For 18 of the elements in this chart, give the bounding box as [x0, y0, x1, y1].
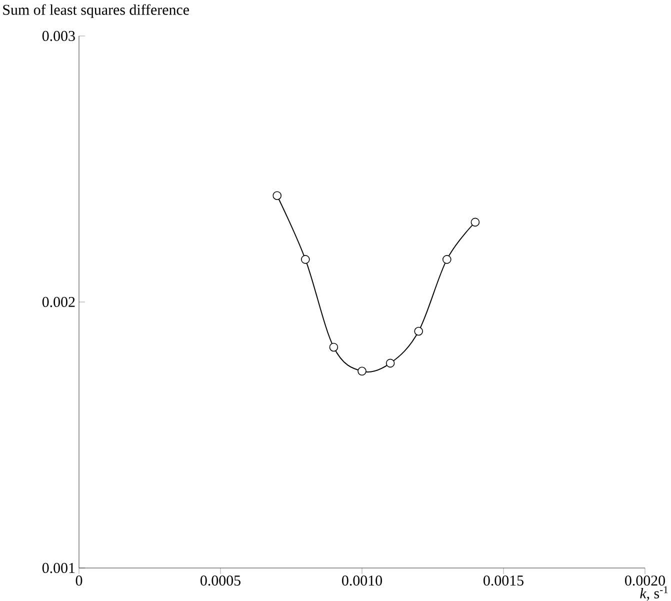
point: [442, 255, 452, 264]
x-tick-label: 0: [76, 576, 82, 586]
point: [358, 366, 366, 376]
y-tick-label: 0.001: [42, 562, 75, 574]
x-tick-label: 0.0010: [342, 576, 382, 586]
point: [272, 191, 282, 200]
point: [329, 342, 338, 352]
x-axis-title: k, s$^{-1}$: [640, 586, 668, 601]
y-tick-label: 0.003: [42, 30, 75, 42]
y-axis-title: Sum of least squares difference: [3, 4, 189, 18]
point: [386, 358, 395, 368]
x-tick-label: 0.0005: [200, 576, 240, 586]
point: [301, 255, 310, 264]
x-tick-label: 0.0015: [484, 576, 524, 586]
x-tick-label: 0.0020: [625, 576, 665, 586]
point: [470, 218, 480, 227]
y-tick-label: 0.002: [42, 296, 75, 308]
point: [414, 326, 424, 336]
